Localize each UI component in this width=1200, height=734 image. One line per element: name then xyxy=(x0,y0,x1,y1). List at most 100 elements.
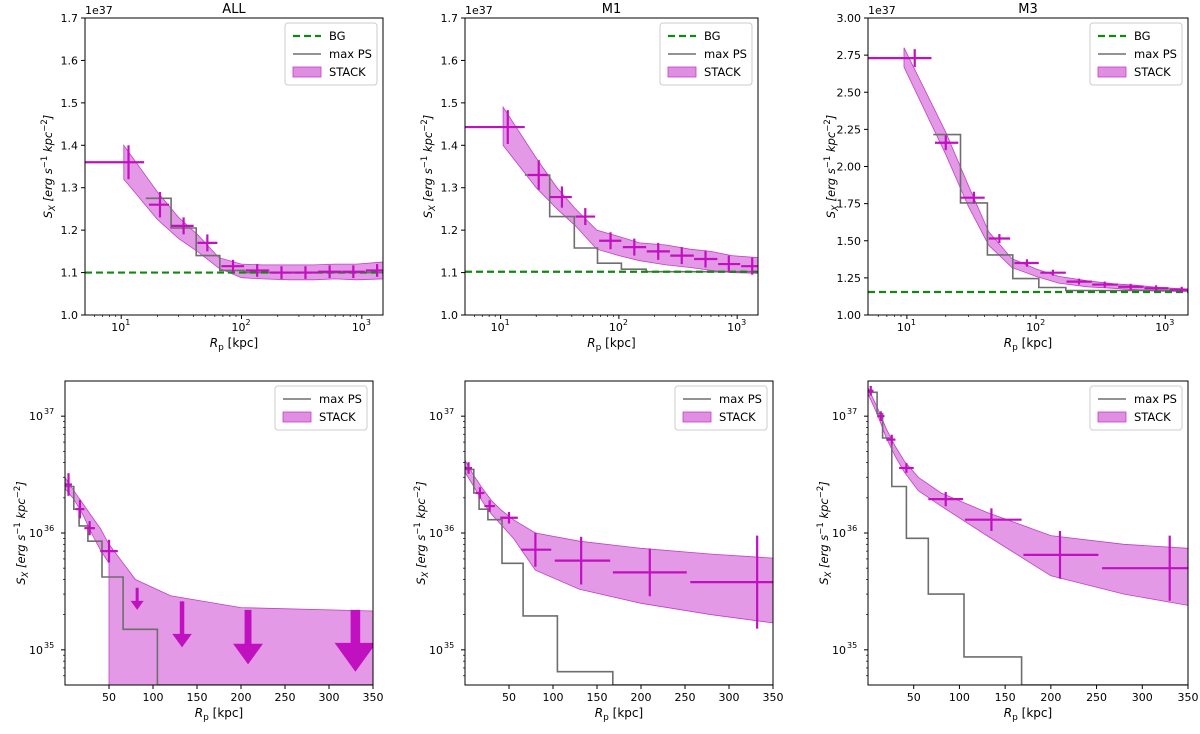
data-point xyxy=(670,247,694,265)
data-point xyxy=(899,463,914,473)
y-tick-label: 10 xyxy=(29,644,43,657)
y-tick-label: 10 xyxy=(832,644,846,657)
data-point xyxy=(475,487,485,499)
x-tick-exponent: 2 xyxy=(246,318,251,327)
data-point xyxy=(1014,259,1039,267)
legend-label-bg: BG xyxy=(1134,29,1151,43)
y-tick-exponent: 36 xyxy=(847,524,857,533)
y-tick-exponent: 36 xyxy=(444,524,454,533)
y-tick-label: 1.4 xyxy=(61,139,79,152)
data-point xyxy=(868,385,874,396)
x-tick-label: 350 xyxy=(363,691,384,704)
x-tick-label: 50 xyxy=(102,691,116,704)
y-tick-label: 1.6 xyxy=(441,54,459,67)
x-tick-exponent: 3 xyxy=(366,318,371,327)
data-point xyxy=(741,257,758,275)
legend-label-stack: STACK xyxy=(1134,410,1171,424)
x-tick-label: 10 xyxy=(1155,321,1169,334)
y-tick-label: 1.1 xyxy=(61,267,79,280)
upper-limit-arrow xyxy=(334,609,373,672)
data-point xyxy=(317,265,342,279)
x-axis-label: Rp [kpc] xyxy=(595,706,643,723)
x-tick-exponent: 1 xyxy=(911,318,916,327)
x-tick-label: 350 xyxy=(763,691,784,704)
y-tick-label: 2.50 xyxy=(837,86,862,99)
data-point xyxy=(85,145,145,180)
y-tick-exponent: 35 xyxy=(444,641,454,650)
y-tick-label: 1.2 xyxy=(441,224,459,237)
data-point xyxy=(928,492,964,507)
y-tick-label: 1.7 xyxy=(61,12,79,25)
legend: max PS STACK xyxy=(674,385,768,431)
data-point xyxy=(245,264,270,277)
data-point xyxy=(1144,285,1169,292)
y-tick-label: 10 xyxy=(29,410,43,423)
data-point xyxy=(197,234,218,252)
y-tick-exponent: 35 xyxy=(44,641,54,650)
upper-limit-arrow xyxy=(172,601,192,648)
x-tick-label: 10 xyxy=(727,321,741,334)
y-tick-label: 1.0 xyxy=(441,309,459,322)
x-axis-label: Rp [kpc] xyxy=(1004,336,1052,353)
x-tick-label: 350 xyxy=(1178,691,1199,704)
y-tick-label: 2.25 xyxy=(837,123,862,136)
y-tick-label: 10 xyxy=(429,527,443,540)
x-tick-label: 250 xyxy=(1086,691,1107,704)
legend: max PS STACK xyxy=(1089,385,1183,431)
y-tick-exponent: 35 xyxy=(847,641,857,650)
y-tick-label: 1.2 xyxy=(61,224,79,237)
axes-frame xyxy=(464,17,759,316)
x-tick-label: 150 xyxy=(587,691,608,704)
x-tick-label: 100 xyxy=(543,691,564,704)
x-axis-label: Rp [kpc] xyxy=(195,706,243,723)
max-ps-line xyxy=(933,133,1188,292)
legend-label-max-ps: max PS xyxy=(1134,47,1177,61)
arrow-head xyxy=(334,642,373,672)
data-point xyxy=(1092,281,1118,288)
y-tick-label: 10 xyxy=(429,410,443,423)
panel-title: ALL xyxy=(222,2,246,17)
data-point xyxy=(527,160,548,190)
y-tick-label: 1.75 xyxy=(837,198,862,211)
upper-limit-arrow xyxy=(130,587,144,610)
x-tick-label: 10 xyxy=(352,321,366,334)
x-tick-exponent: 3 xyxy=(741,318,746,327)
y-tick-label: 1.6 xyxy=(61,54,79,67)
y-tick-label: 10 xyxy=(832,527,846,540)
y-tick-label: 10 xyxy=(29,527,43,540)
x-axis-label: Rp [kpc] xyxy=(587,336,635,353)
y-tick-label: 1.3 xyxy=(61,182,79,195)
legend-label-stack: STACK xyxy=(319,410,356,424)
x-tick-label: 150 xyxy=(995,691,1016,704)
y-tick-label: 10 xyxy=(429,644,443,657)
legend-stack-swatch xyxy=(1097,411,1127,423)
legend-label-bg: BG xyxy=(329,29,346,43)
legend-label-max-ps: max PS xyxy=(329,47,372,61)
max-ps-line xyxy=(524,174,758,273)
data-point xyxy=(1023,531,1099,579)
y-tick-label: 1.25 xyxy=(837,272,862,285)
panel-title: M1 xyxy=(602,2,622,17)
y-axis-label: SX [erg s−1 kpc−2] xyxy=(40,115,58,219)
data-point xyxy=(269,266,294,279)
x-tick-label: 250 xyxy=(675,691,696,704)
data-point xyxy=(465,462,473,474)
data-point xyxy=(221,259,245,273)
x-tick-label: 300 xyxy=(719,691,740,704)
panel-title: M3 xyxy=(1018,2,1038,17)
offset-label: 1e37 xyxy=(465,4,493,17)
x-tick-label: 10 xyxy=(491,321,505,334)
y-tick-label: 10 xyxy=(832,410,846,423)
plot-area xyxy=(868,385,1188,685)
x-tick-label: 50 xyxy=(502,691,516,704)
y-tick-label: 2.00 xyxy=(837,161,862,174)
y-tick-label: 1.0 xyxy=(61,309,79,322)
legend-stack-swatch xyxy=(292,66,322,78)
legend-label-max-ps: max PS xyxy=(704,47,747,61)
legend-label-stack: STACK xyxy=(1134,65,1171,79)
